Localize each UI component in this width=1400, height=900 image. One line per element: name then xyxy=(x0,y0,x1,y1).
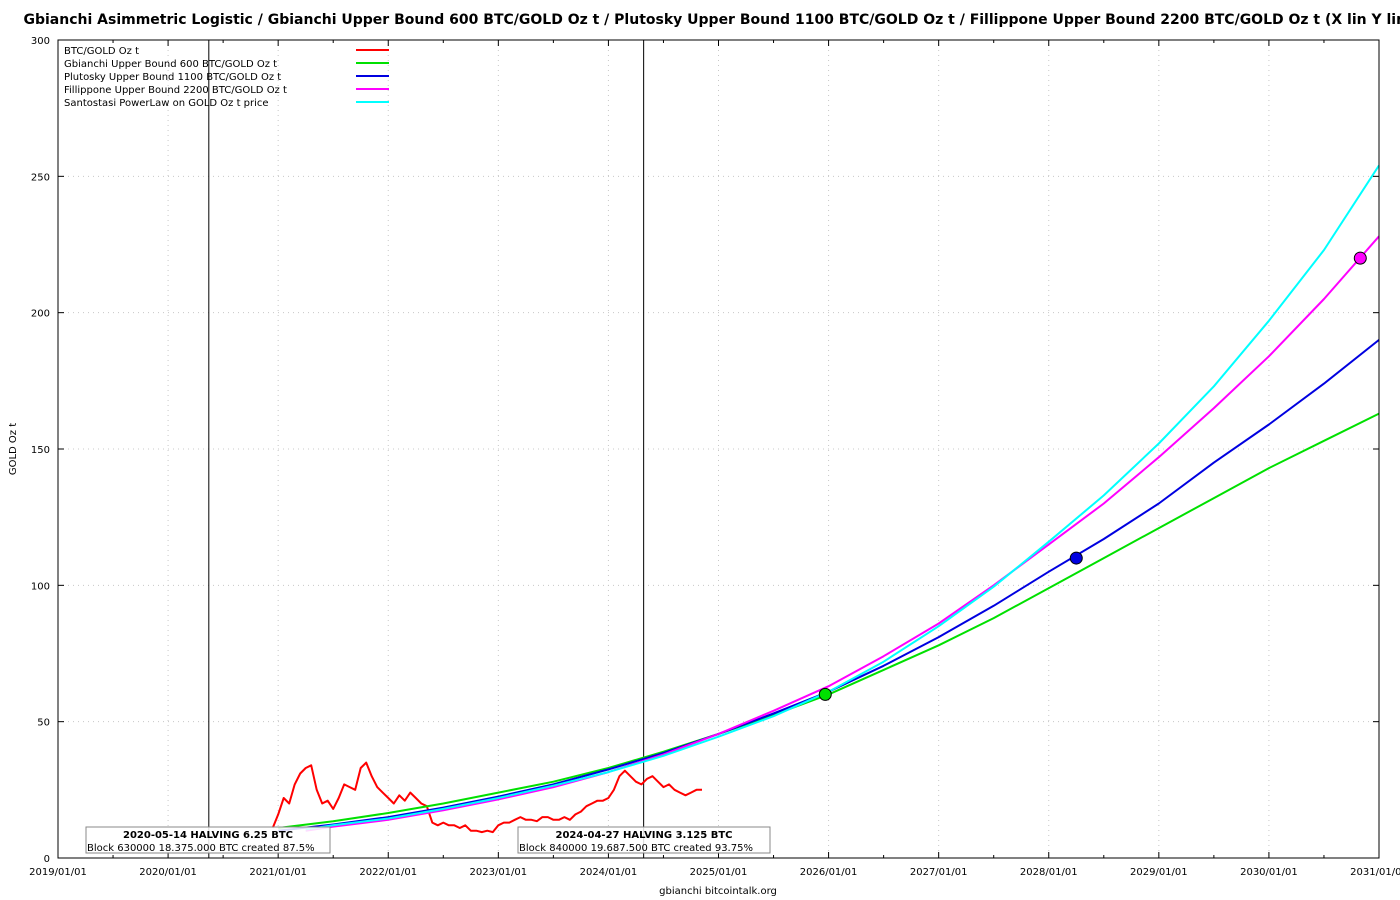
annotation-text: Block 630000 18.375.000 BTC created 87.5… xyxy=(87,843,315,854)
legend-label: Fillippone Upper Bound 2200 BTC/GOLD Oz … xyxy=(64,85,287,96)
annotation-text: Block 840000 19.687.500 BTC created 93.7… xyxy=(519,843,753,854)
tick-layer: 0 50 100 150 200 250 300 2019/01/01 2020/01/01 20… xyxy=(29,36,1400,878)
annotation-title: 2024-04-27 HALVING 3.125 BTC xyxy=(556,830,733,841)
legend-label: Plutosky Upper Bound 1100 BTC/GOLD Oz t xyxy=(64,72,281,83)
halving-annotation: 2020-05-14 HALVING 6.25 BTC Block 630000 … xyxy=(85,826,331,854)
x-tick-label: 2020/01/01 xyxy=(139,867,197,878)
annotation-layer: 2020-05-14 HALVING 6.25 BTC Block 630000 … xyxy=(85,826,771,854)
x-tick-label: 2026/01/01 xyxy=(800,867,858,878)
y-tick-label: 100 xyxy=(31,581,50,592)
legend-label: Santostasi PowerLaw on GOLD Oz t price xyxy=(64,98,269,109)
halving-annotation: 2024-04-27 HALVING 3.125 BTC Block 840000… xyxy=(517,826,771,854)
target-marker xyxy=(818,687,832,701)
y-tick-label: 150 xyxy=(31,445,50,456)
halving-lines xyxy=(208,40,645,858)
x-tick-label: 2030/01/01 xyxy=(1240,867,1298,878)
y-tick-label: 50 xyxy=(37,718,50,729)
x-tick-label: 2028/01/01 xyxy=(1020,867,1078,878)
series-line-3 xyxy=(305,235,1380,832)
x-tick-label: 2024/01/01 xyxy=(580,867,638,878)
y-tick-label: 200 xyxy=(31,309,50,320)
y-axis-label: GOLD Oz t xyxy=(8,423,19,475)
target-marker xyxy=(1353,251,1367,265)
y-tick-label: 250 xyxy=(31,172,50,183)
x-tick-label: 2027/01/01 xyxy=(910,867,968,878)
legend-label: Gbianchi Upper Bound 600 BTC/GOLD Oz t xyxy=(64,59,277,70)
marker-layer xyxy=(818,251,1367,701)
x-tick-label: 2031/01/01 xyxy=(1350,867,1400,878)
series-layer xyxy=(271,164,1380,834)
x-tick-label: 2021/01/01 xyxy=(249,867,307,878)
y-tick-label: 300 xyxy=(31,36,50,47)
x-tick-label: 2023/01/01 xyxy=(470,867,528,878)
annotation-title: 2020-05-14 HALVING 6.25 BTC xyxy=(123,830,293,841)
legend: BTC/GOLD Oz t Gbianchi Upper Bound 600 BT… xyxy=(64,46,389,109)
target-marker xyxy=(1069,551,1083,565)
x-tick-label: 2019/01/01 xyxy=(29,867,87,878)
x-tick-label: 2022/01/01 xyxy=(359,867,417,878)
grid-layer xyxy=(58,40,1379,858)
y-tick-label: 0 xyxy=(44,854,50,865)
annotation-box xyxy=(85,826,331,854)
series-line-4 xyxy=(305,164,1380,831)
x-axis-label: gbianchi bitcointalk.org xyxy=(659,886,777,897)
x-tick-label: 2025/01/01 xyxy=(690,867,748,878)
x-tick-label: 2029/01/01 xyxy=(1130,867,1188,878)
series-line-0 xyxy=(271,761,702,834)
annotation-box xyxy=(517,826,771,854)
legend-label: BTC/GOLD Oz t xyxy=(64,46,139,57)
chart-title: Gbianchi Asimmetric Logistic / Gbianchi … xyxy=(24,12,1400,28)
